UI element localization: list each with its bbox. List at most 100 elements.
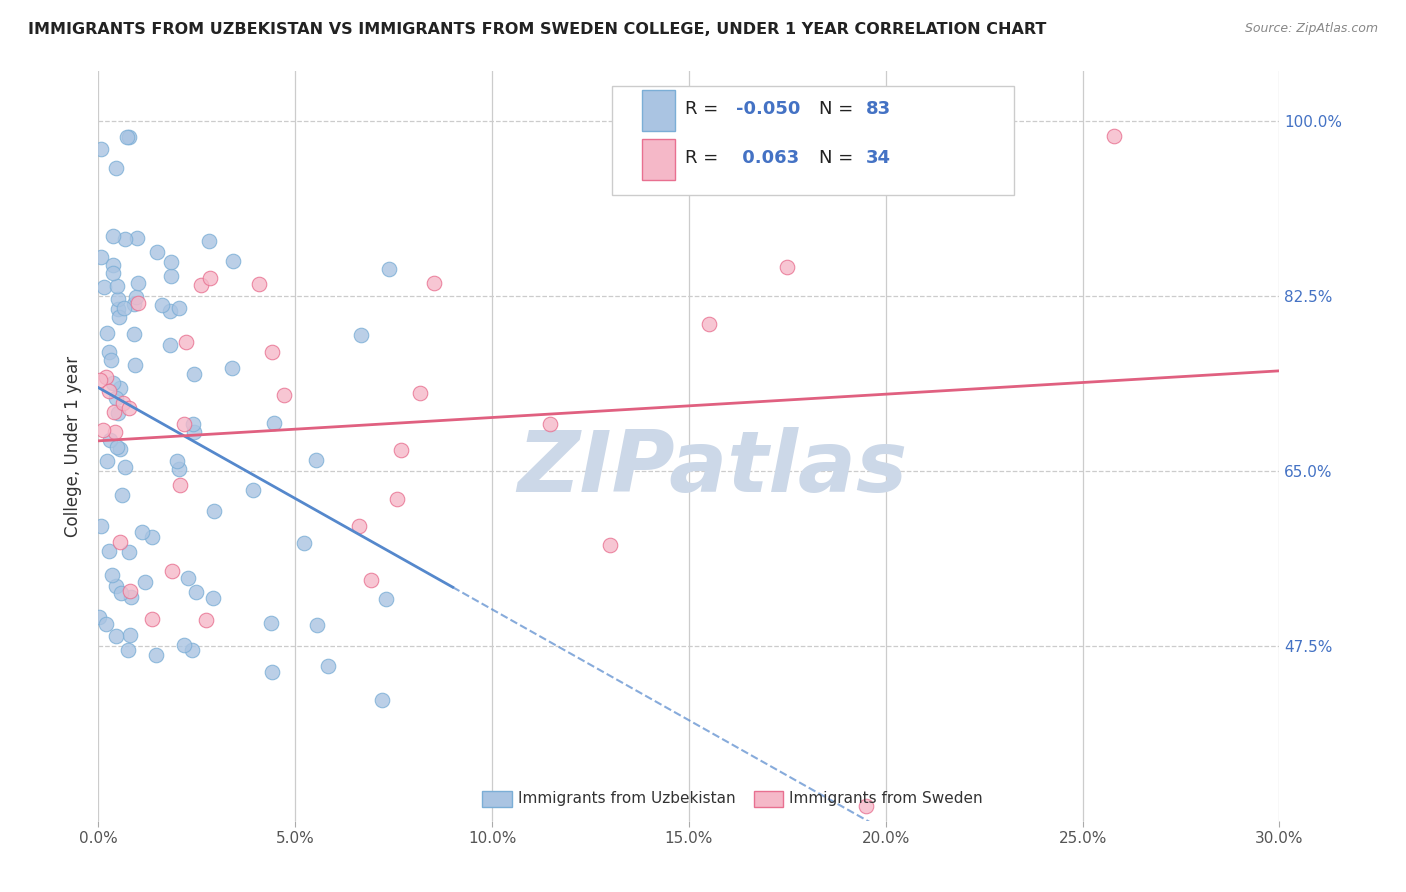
Point xyxy=(114,460,136,475)
Point xyxy=(263,416,285,430)
Point xyxy=(195,613,218,627)
Point xyxy=(141,612,163,626)
Point xyxy=(167,462,190,476)
Point xyxy=(127,277,149,291)
Point xyxy=(538,417,561,432)
Point xyxy=(183,425,205,440)
Point xyxy=(697,317,720,331)
Point xyxy=(93,280,115,294)
Point xyxy=(90,142,112,156)
Point xyxy=(202,504,225,518)
Point xyxy=(96,326,118,341)
Point xyxy=(173,417,195,431)
Point xyxy=(122,297,145,311)
Point xyxy=(94,369,117,384)
Point xyxy=(103,405,125,419)
Point xyxy=(118,544,141,558)
Point xyxy=(141,530,163,544)
Y-axis label: College, Under 1 year: College, Under 1 year xyxy=(65,355,83,537)
Point xyxy=(385,492,408,507)
Point xyxy=(112,301,135,316)
Point xyxy=(120,591,142,605)
Point xyxy=(292,536,315,550)
Text: 34: 34 xyxy=(866,149,891,167)
Point xyxy=(305,618,328,632)
Point xyxy=(305,453,328,467)
Point xyxy=(111,488,134,502)
Text: 0.063: 0.063 xyxy=(737,149,799,167)
Point xyxy=(174,335,197,350)
Point xyxy=(180,643,202,657)
Point xyxy=(145,648,167,662)
Point xyxy=(125,231,148,245)
Point xyxy=(104,161,127,175)
Point xyxy=(177,571,200,585)
FancyBboxPatch shape xyxy=(641,139,675,180)
Point xyxy=(260,345,283,359)
Point xyxy=(105,391,128,405)
Point xyxy=(181,417,204,432)
Point xyxy=(262,665,284,679)
Point xyxy=(260,615,283,630)
Point xyxy=(186,585,208,599)
Point xyxy=(173,638,195,652)
Point xyxy=(114,232,136,246)
Point xyxy=(374,591,396,606)
Point xyxy=(103,258,125,272)
Point xyxy=(122,326,145,341)
Point xyxy=(350,328,373,343)
Point xyxy=(198,271,221,285)
FancyBboxPatch shape xyxy=(641,90,675,131)
Text: Immigrants from Uzbekistan: Immigrants from Uzbekistan xyxy=(517,791,735,806)
Point xyxy=(131,524,153,539)
Text: -0.050: -0.050 xyxy=(737,100,800,118)
Point xyxy=(101,228,124,243)
Point xyxy=(91,423,114,437)
Point xyxy=(371,692,394,706)
Point xyxy=(120,628,142,642)
Point xyxy=(90,251,112,265)
Point xyxy=(776,260,799,274)
Point xyxy=(108,534,131,549)
Point xyxy=(105,440,128,454)
FancyBboxPatch shape xyxy=(482,790,512,807)
Point xyxy=(108,442,131,456)
Text: N =: N = xyxy=(818,100,859,118)
Point xyxy=(124,358,146,372)
Point xyxy=(100,352,122,367)
Point xyxy=(389,442,412,457)
Point xyxy=(408,385,430,400)
Point xyxy=(104,425,127,439)
Point xyxy=(190,277,212,292)
Point xyxy=(118,584,141,599)
Point xyxy=(166,454,188,468)
Point xyxy=(146,244,169,259)
Point xyxy=(316,658,339,673)
Point xyxy=(110,586,132,600)
Point xyxy=(377,262,399,277)
FancyBboxPatch shape xyxy=(612,87,1014,195)
Point xyxy=(107,406,129,420)
Point xyxy=(117,642,139,657)
Text: R =: R = xyxy=(685,100,724,118)
Point xyxy=(169,478,191,492)
Point xyxy=(183,367,205,381)
Point xyxy=(247,277,270,291)
Point xyxy=(105,629,128,643)
Point xyxy=(160,255,183,269)
Text: N =: N = xyxy=(818,149,859,167)
Point xyxy=(360,574,382,588)
Point xyxy=(160,564,183,578)
Point xyxy=(198,234,221,248)
Point xyxy=(98,543,121,558)
Point xyxy=(273,388,295,402)
Point xyxy=(98,433,121,447)
Point xyxy=(159,338,181,352)
Point xyxy=(108,380,131,394)
Point xyxy=(115,129,138,144)
Text: ZIPatlas: ZIPatlas xyxy=(517,427,908,510)
Point xyxy=(349,519,371,533)
Text: 83: 83 xyxy=(866,100,891,118)
Point xyxy=(98,384,121,398)
Point xyxy=(134,575,156,590)
